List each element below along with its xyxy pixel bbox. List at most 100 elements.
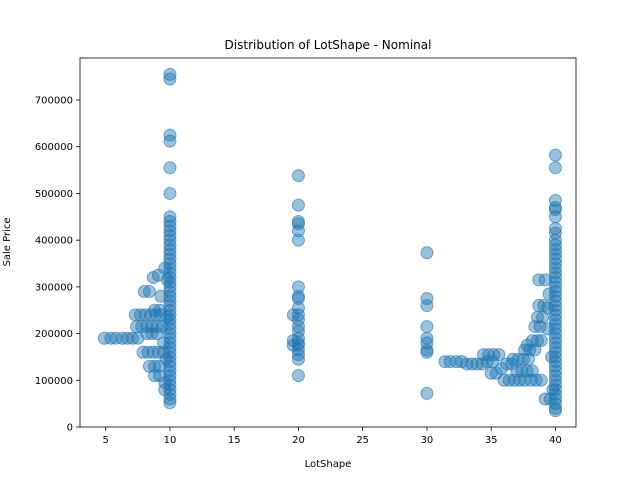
data-point [160, 273, 174, 287]
data-point [163, 257, 177, 271]
data-point [163, 387, 177, 401]
data-point [126, 331, 140, 345]
data-point [420, 386, 434, 400]
data-point [163, 214, 177, 228]
data-point [420, 299, 434, 313]
data-point [130, 320, 144, 334]
data-point [163, 294, 177, 308]
y-tick-label: 600000 [35, 142, 73, 153]
data-point [482, 348, 496, 362]
data-point [163, 369, 177, 383]
data-point [163, 317, 177, 331]
data-point [492, 348, 506, 362]
data-point [163, 345, 177, 359]
data-point [548, 378, 562, 392]
data-point [497, 373, 511, 387]
data-points [97, 67, 562, 418]
data-point [476, 348, 490, 362]
data-point [163, 289, 177, 303]
data-point [140, 327, 154, 341]
data-point [291, 214, 305, 228]
data-point [548, 350, 562, 364]
data-point [548, 243, 562, 257]
x-tick-label: 40 [549, 435, 562, 446]
data-point [286, 308, 300, 322]
data-point [548, 275, 562, 289]
data-point [163, 378, 177, 392]
data-point [291, 308, 305, 322]
data-point [548, 331, 562, 345]
data-point [135, 320, 149, 334]
x-tick-label: 20 [292, 435, 305, 446]
data-point [548, 392, 562, 406]
data-point [465, 357, 479, 371]
data-point [450, 355, 463, 369]
data-point [163, 383, 177, 397]
data-point [163, 341, 177, 355]
data-point [420, 292, 434, 306]
data-point [548, 364, 562, 378]
data-point [163, 72, 177, 86]
data-point [548, 289, 562, 303]
data-point [163, 243, 177, 257]
data-point [163, 186, 177, 200]
x-tick-label: 30 [421, 435, 434, 446]
data-point [548, 383, 562, 397]
data-point [548, 341, 562, 355]
data-point [163, 233, 177, 247]
data-point [163, 67, 177, 81]
data-point [163, 327, 177, 341]
data-point [548, 308, 562, 322]
data-point [163, 224, 177, 238]
data-point [163, 331, 177, 345]
data-point [150, 320, 164, 334]
data-point [145, 320, 159, 334]
data-point [548, 369, 562, 383]
data-point [500, 357, 514, 371]
data-point [548, 257, 562, 271]
data-point [548, 266, 562, 280]
data-point [538, 273, 552, 287]
data-point [158, 383, 172, 397]
y-tick-label: 500000 [35, 189, 73, 200]
data-point [137, 285, 151, 299]
data-point [158, 261, 172, 275]
data-point [548, 345, 562, 359]
data-point [460, 357, 474, 371]
data-point [548, 221, 562, 235]
data-point [548, 317, 562, 331]
data-point [136, 345, 150, 359]
data-point [163, 210, 177, 224]
data-point [548, 210, 562, 224]
data-point [163, 359, 177, 373]
data-point [548, 193, 562, 207]
data-point [163, 364, 177, 378]
data-point [291, 169, 305, 183]
y-tick-label: 100000 [35, 376, 73, 387]
y-axis-label: Sale Price [2, 218, 13, 267]
x-tick-label: 35 [485, 435, 498, 446]
data-point [159, 352, 173, 366]
data-point [548, 336, 562, 350]
data-point [150, 327, 164, 341]
data-point [487, 348, 501, 362]
y-tick-label: 400000 [35, 236, 73, 247]
data-point [510, 364, 524, 378]
data-point [548, 285, 562, 299]
data-point [115, 331, 129, 345]
y-tick-label: 300000 [35, 282, 73, 293]
data-point [548, 327, 562, 341]
data-point [506, 352, 520, 366]
data-point [525, 334, 539, 348]
data-point [291, 198, 305, 212]
data-point [163, 238, 177, 252]
data-point [160, 310, 174, 324]
data-point [548, 387, 562, 401]
data-point [142, 285, 156, 299]
data-point [141, 345, 155, 359]
data-point [548, 148, 562, 162]
data-point [534, 373, 548, 387]
data-point [548, 359, 562, 373]
data-point [530, 334, 544, 348]
